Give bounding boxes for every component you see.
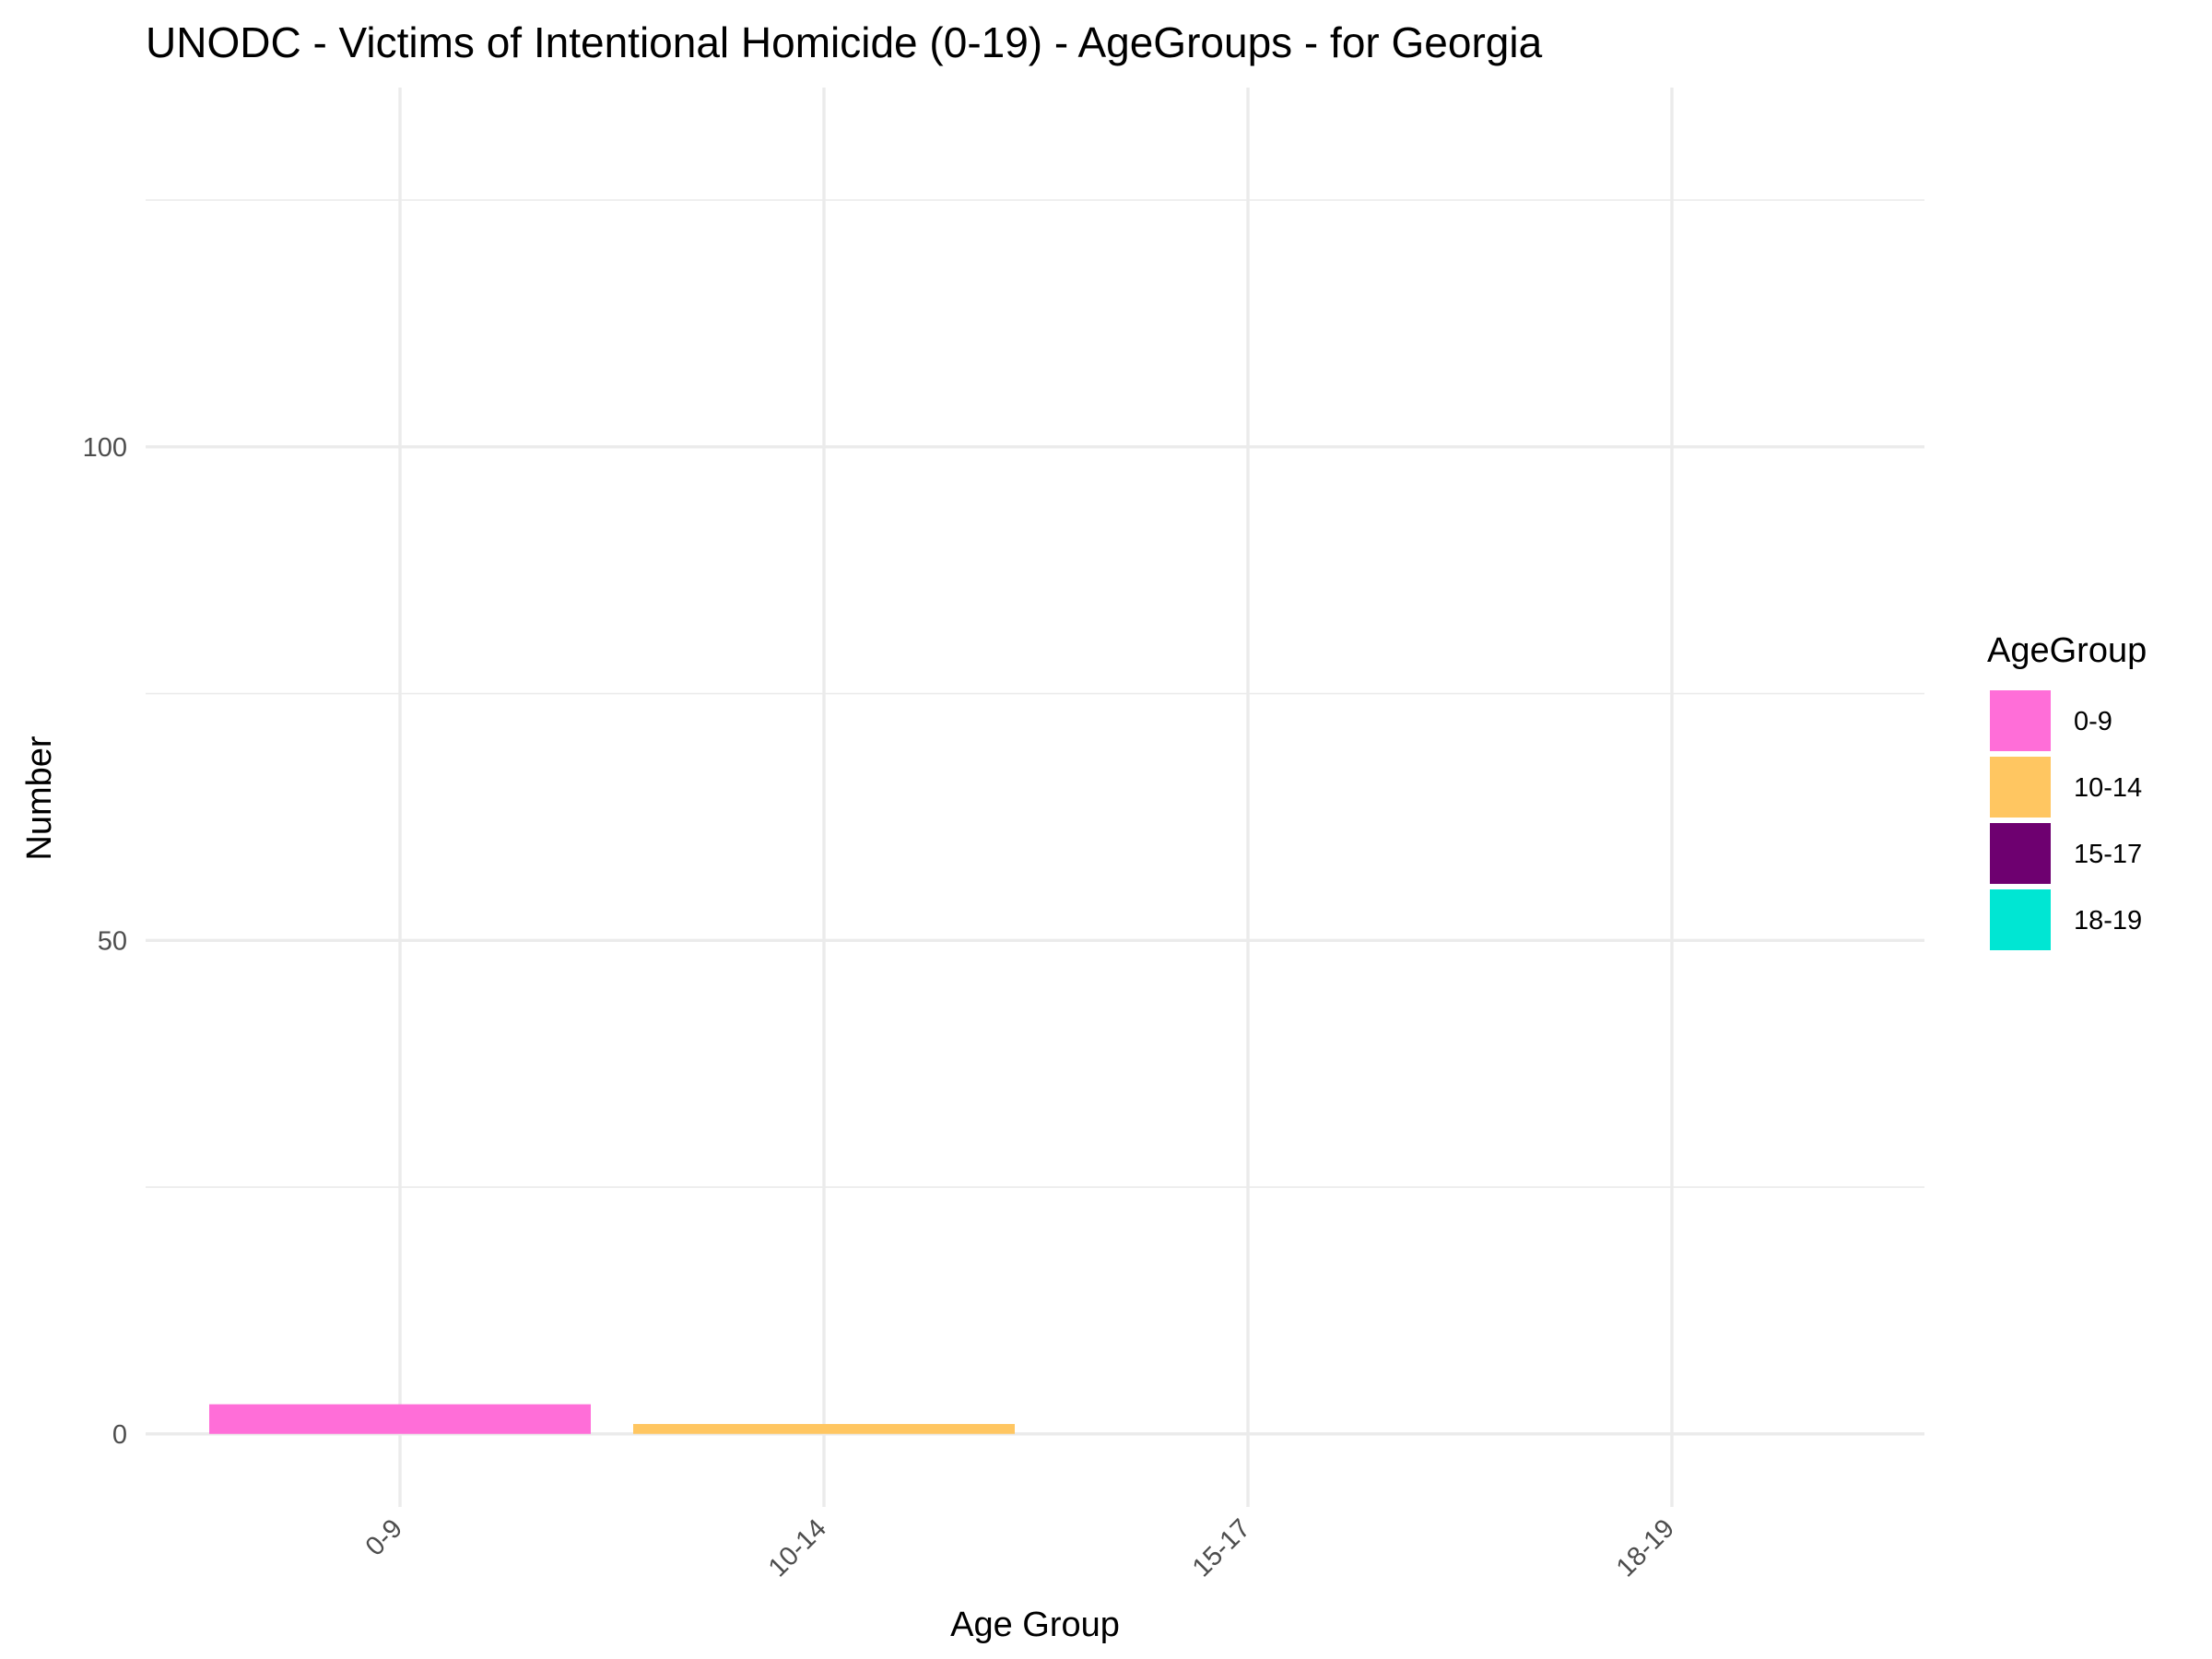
legend-title: AgeGroup bbox=[1987, 631, 2147, 670]
y-axis-ticks: 0 50 100 bbox=[83, 433, 127, 1450]
bar-0-9 bbox=[209, 1404, 591, 1434]
legend-label: 15-17 bbox=[2074, 840, 2142, 869]
y-tick-label: 50 bbox=[98, 926, 127, 956]
y-tick-label: 0 bbox=[112, 1420, 127, 1450]
bar-10-14 bbox=[633, 1424, 1015, 1434]
grid bbox=[146, 88, 1924, 1507]
x-tick-label: 0-9 bbox=[360, 1513, 408, 1561]
bars bbox=[209, 1404, 1015, 1434]
x-tick-label: 15-17 bbox=[1187, 1513, 1256, 1583]
legend-label: 18-19 bbox=[2074, 906, 2142, 935]
y-tick-label: 100 bbox=[83, 433, 127, 463]
x-axis-title: Age Group bbox=[950, 1606, 1120, 1644]
legend-key-18-19 bbox=[1988, 888, 2053, 952]
legend-key-15-17 bbox=[1988, 821, 2053, 886]
legend-label: 0-9 bbox=[2074, 707, 2112, 736]
x-axis-ticks: 0-9 10-14 15-17 18-19 bbox=[360, 1513, 1680, 1583]
legend-label: 10-14 bbox=[2074, 773, 2142, 803]
x-tick-label: 10-14 bbox=[763, 1513, 832, 1583]
y-axis-title: Number bbox=[20, 735, 59, 860]
legend-key-0-9 bbox=[1988, 688, 2053, 753]
legend: AgeGroup 0-9 10-14 15-17 18-19 bbox=[1987, 631, 2147, 952]
chart-title: UNODC - Victims of Intentional Homicide … bbox=[146, 18, 1543, 66]
x-tick-label: 18-19 bbox=[1611, 1513, 1680, 1583]
legend-key-10-14 bbox=[1988, 755, 2053, 819]
